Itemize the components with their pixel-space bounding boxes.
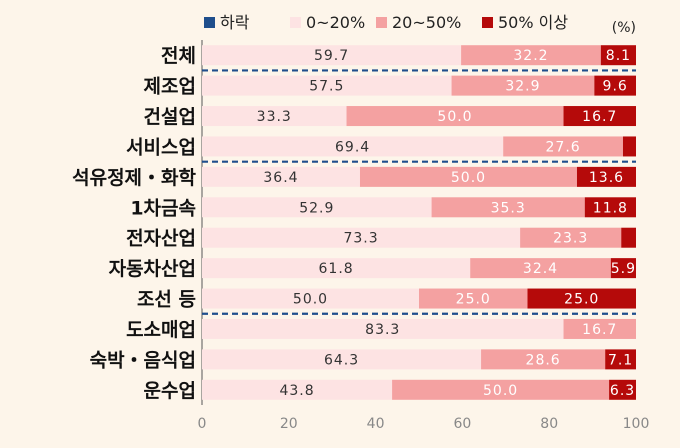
bar-segment [527, 288, 636, 309]
bar-segment [451, 75, 595, 96]
data-label: 50.0 [437, 109, 472, 125]
data-label: 32.9 [505, 79, 540, 95]
legend-label-0: 하락 [220, 13, 250, 32]
bar-segment [202, 227, 521, 248]
data-label: 23.3 [553, 231, 588, 247]
bar-segment [594, 75, 636, 96]
data-label: 13.6 [589, 170, 624, 186]
bar-segment [481, 349, 606, 370]
x-tick-label: 40 [367, 416, 385, 432]
bar-segment [202, 379, 393, 400]
data-label: 69.4 [335, 139, 370, 155]
legend-swatch-0 [204, 17, 215, 28]
bar-segment [520, 227, 622, 248]
bar-segment [621, 227, 636, 248]
category-label: 제조업 [144, 76, 196, 98]
bar-segment [609, 379, 636, 400]
data-label: 5.9 [611, 261, 636, 277]
bar-segment [392, 379, 610, 400]
bar-segment [470, 258, 611, 279]
data-label: 7.1 [608, 352, 633, 368]
bar-segment [584, 197, 636, 218]
data-label: 25.0 [564, 292, 599, 308]
bar-segment [622, 136, 636, 157]
data-label: 64.3 [324, 352, 359, 368]
legend-swatch-3 [482, 17, 493, 28]
bar-segment [576, 166, 636, 187]
bar-segment [202, 106, 347, 127]
bar-segment [600, 45, 636, 66]
bar-segment [202, 318, 564, 339]
plot-area: 전체 59.7 32.2 8.1 제조업 57.5 32.9 9.6 건설업 33.3 50.0 16… [72, 40, 636, 405]
x-tick-label: 60 [453, 416, 471, 432]
bar-segment [605, 349, 636, 370]
data-label: 50.0 [483, 383, 518, 399]
data-label: 57.5 [309, 79, 344, 95]
data-label: 35.3 [491, 200, 526, 216]
data-label: 32.2 [513, 48, 548, 64]
bar-segment [346, 106, 564, 127]
unit-label: (%) [612, 20, 636, 36]
bar-segment [461, 45, 601, 66]
bar-segment [563, 318, 636, 339]
category-label: 전자산업 [126, 228, 196, 250]
data-label: 27.6 [546, 139, 581, 155]
x-tick-label: 80 [540, 416, 558, 432]
category-label: 운수업 [144, 380, 196, 402]
bar-segment [202, 288, 419, 309]
data-label: 11.8 [593, 200, 628, 216]
data-label: 73.3 [343, 231, 378, 247]
legend-label-3: 50% 이상 [498, 13, 568, 32]
category-label: 자동차산업 [109, 258, 196, 280]
category-label: 전체 [161, 45, 196, 67]
data-label: 33.3 [257, 109, 292, 125]
data-label: 50.0 [451, 170, 486, 186]
legend-swatch-2 [376, 17, 387, 28]
data-label: 16.7 [582, 109, 617, 125]
bar-segment [503, 136, 623, 157]
bar-segment [419, 288, 528, 309]
bar-segment [202, 166, 360, 187]
data-label: 61.8 [319, 261, 354, 277]
data-label: 6.3 [610, 383, 635, 399]
legend: 하락 0~20% 20~50% 50% 이상 [204, 13, 568, 32]
legend-label-2: 20~50% [392, 13, 461, 32]
category-label: 조선 등 [137, 289, 196, 311]
bar-segment [202, 136, 504, 157]
bar-segment [202, 45, 462, 66]
data-label: 16.7 [582, 322, 617, 338]
legend-label-1: 0~20% [306, 13, 365, 32]
x-axis: 0 20 40 60 80 100 [198, 416, 650, 432]
data-label: 8.1 [606, 48, 631, 64]
category-label: 석유정제・화학 [72, 167, 196, 189]
category-label: 서비스업 [126, 136, 196, 158]
x-tick-label: 100 [623, 416, 650, 432]
bar-segment [202, 75, 452, 96]
data-label: 25.0 [456, 292, 491, 308]
data-label: 32.4 [523, 261, 558, 277]
category-label: 도소매업 [126, 319, 196, 341]
category-label: 건설업 [144, 106, 196, 128]
data-label: 83.3 [365, 322, 400, 338]
data-label: 59.7 [314, 48, 349, 64]
bar-segment [359, 166, 577, 187]
data-label: 28.6 [526, 352, 561, 368]
x-tick-label: 20 [280, 416, 298, 432]
bar-segment [202, 197, 432, 218]
x-tick-label: 0 [198, 416, 207, 432]
data-label: 50.0 [293, 292, 328, 308]
data-label: 36.4 [263, 170, 298, 186]
data-label: 9.6 [603, 79, 628, 95]
category-label: 1차금속 [130, 197, 196, 219]
category-label: 숙박・음식업 [90, 349, 196, 371]
bar-segment [202, 258, 471, 279]
bar-segment [431, 197, 585, 218]
bar-segment [202, 349, 482, 370]
bar-segment [610, 258, 636, 279]
data-label: 52.9 [299, 200, 334, 216]
bar-segment [563, 106, 636, 127]
data-label: 43.8 [279, 383, 314, 399]
legend-swatch-1 [290, 17, 301, 28]
